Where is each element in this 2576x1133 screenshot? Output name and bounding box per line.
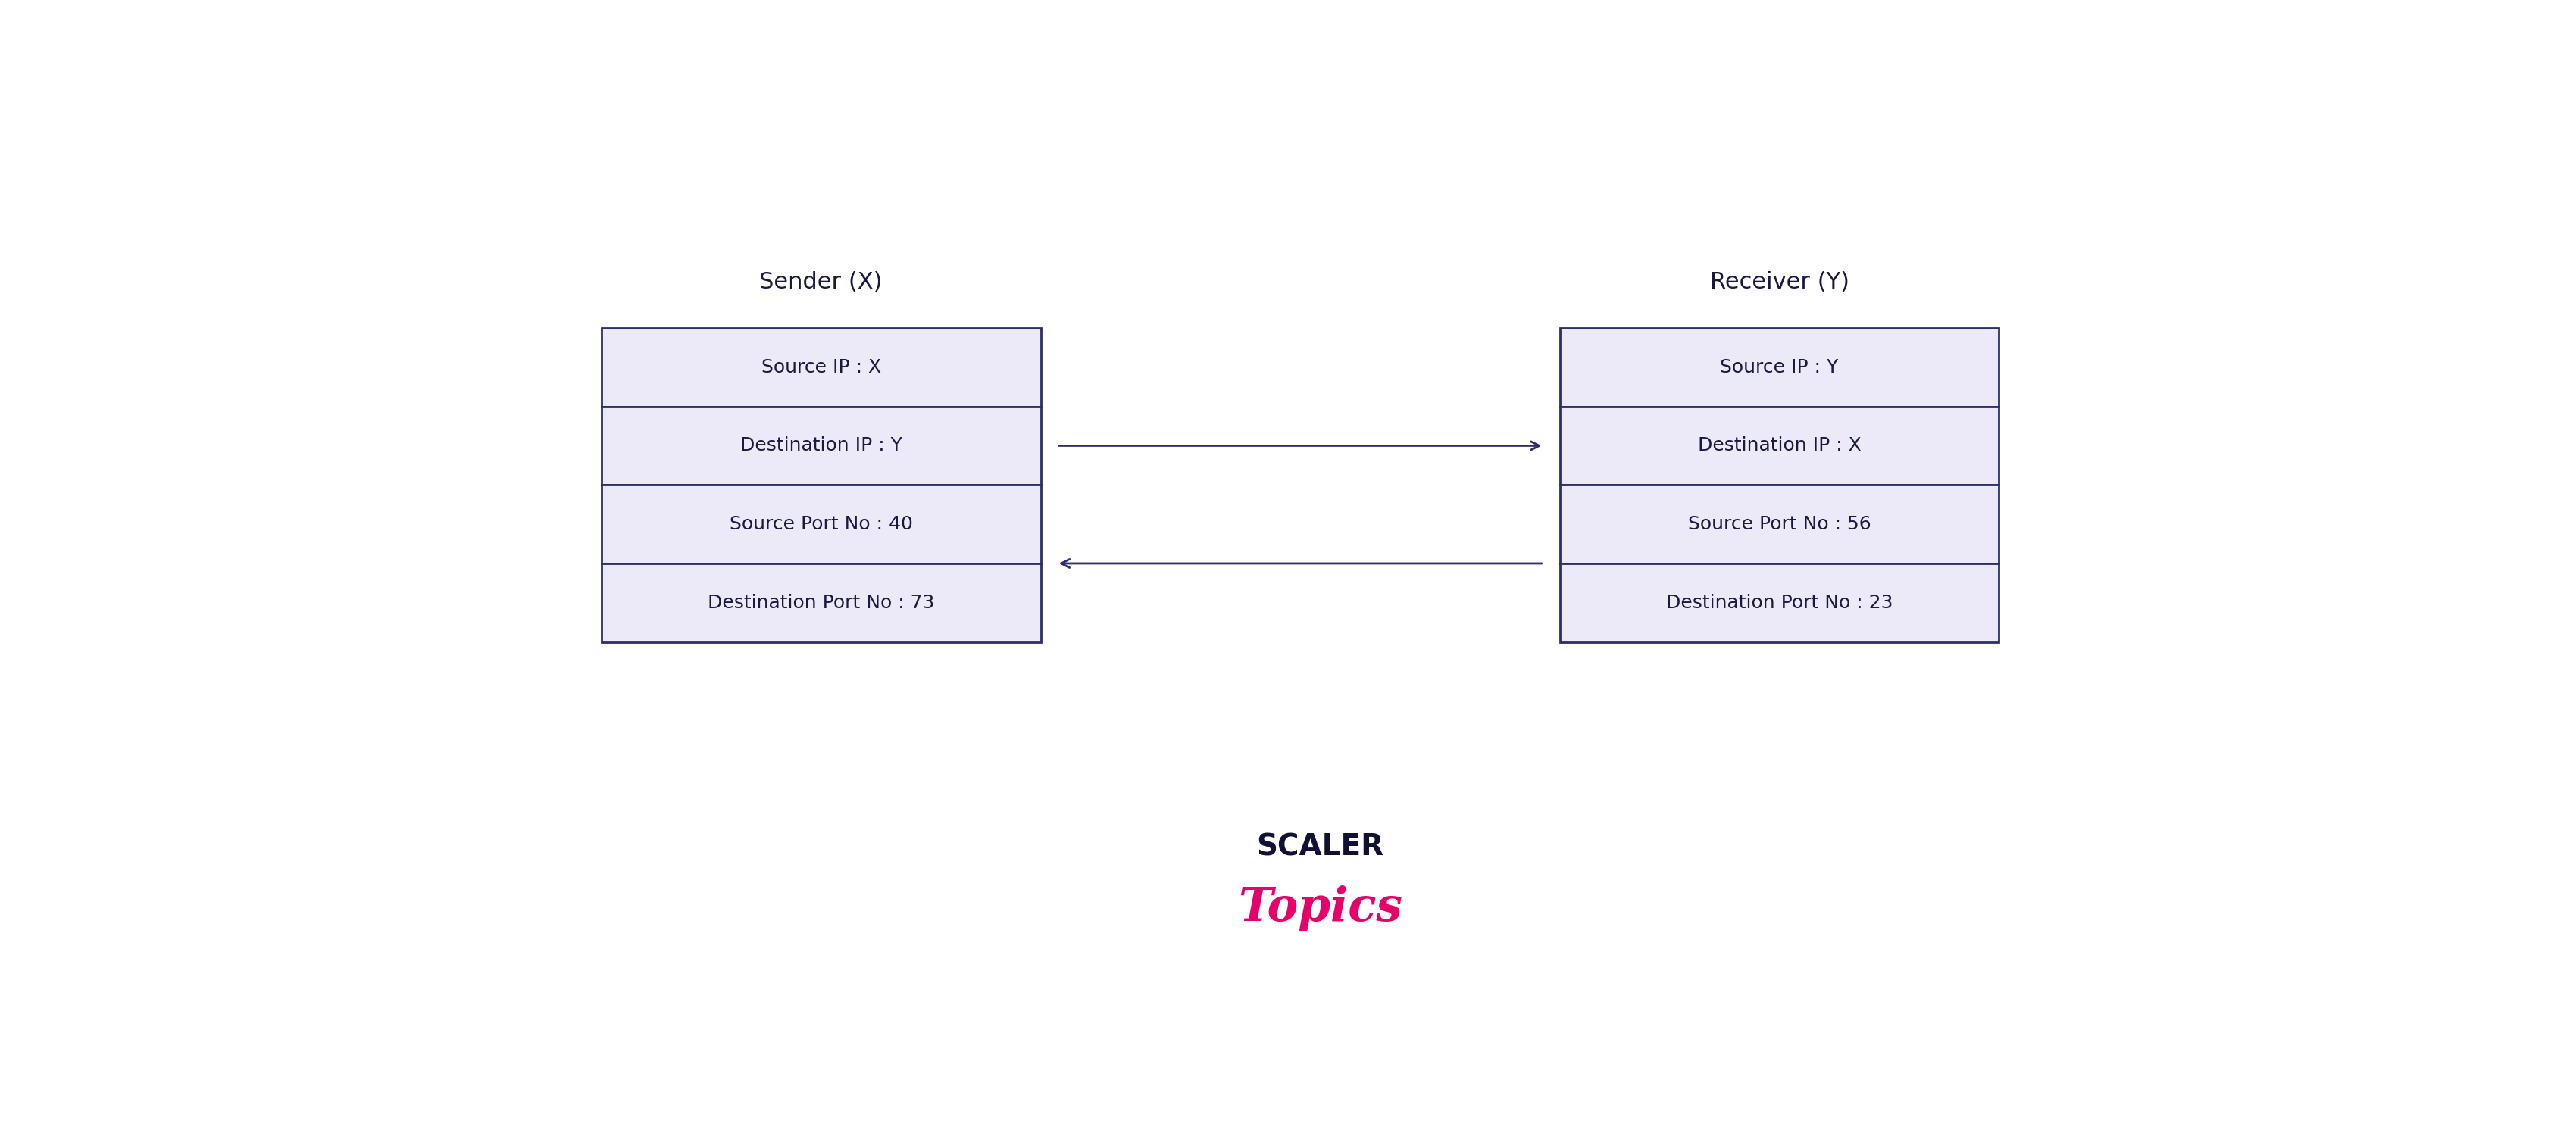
Text: Sender (X): Sender (X) <box>760 271 884 293</box>
Bar <box>603 327 1041 407</box>
Text: Source IP : Y: Source IP : Y <box>1721 358 1839 376</box>
Text: Destination IP : Y: Destination IP : Y <box>739 436 902 454</box>
Bar <box>603 485 1041 563</box>
Bar <box>1558 407 1999 485</box>
Bar <box>603 407 1041 485</box>
Bar <box>1558 563 1999 642</box>
Text: SCALER: SCALER <box>1257 833 1383 861</box>
Text: Source Port No : 40: Source Port No : 40 <box>729 516 912 534</box>
Text: Receiver (Y): Receiver (Y) <box>1710 271 1850 293</box>
Bar <box>1558 485 1999 563</box>
Text: Destination Port No : 23: Destination Port No : 23 <box>1667 594 1893 612</box>
Text: Topics: Topics <box>1239 885 1401 931</box>
Bar <box>603 563 1041 642</box>
Text: Source Port No : 56: Source Port No : 56 <box>1687 516 1870 534</box>
Text: Destination IP : X: Destination IP : X <box>1698 436 1860 454</box>
Text: Destination Port No : 73: Destination Port No : 73 <box>708 594 935 612</box>
Bar <box>1558 327 1999 407</box>
Text: Source IP : X: Source IP : X <box>760 358 881 376</box>
